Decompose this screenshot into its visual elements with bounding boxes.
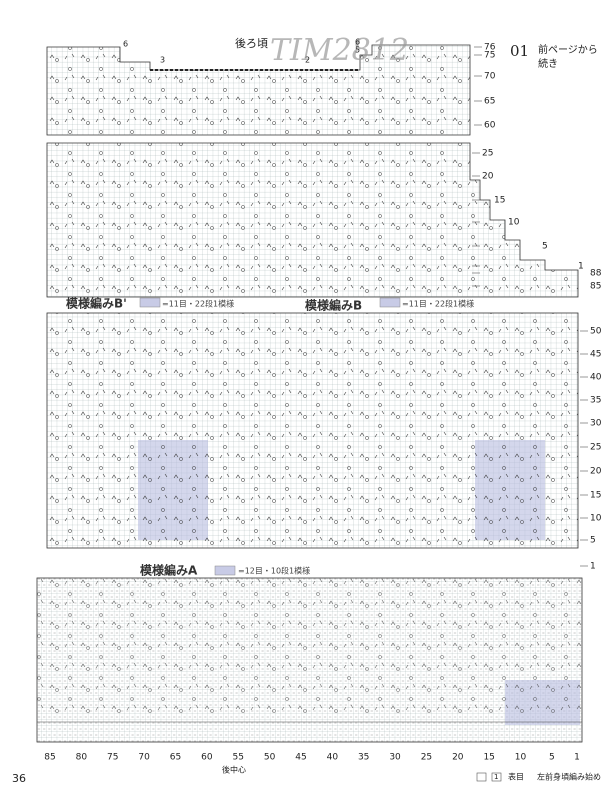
pattern-title: 模様編みA xyxy=(140,563,198,578)
row-number: 45 xyxy=(590,350,601,360)
pattern-repeat: =12目・10段1模様 xyxy=(238,566,310,576)
column-number: 55 xyxy=(232,753,243,763)
row-number: 25 xyxy=(482,149,493,159)
column-number: 45 xyxy=(295,753,306,763)
column-number: 60 xyxy=(201,753,213,763)
column-number: 85 xyxy=(44,753,55,763)
row-number: 5 xyxy=(542,242,548,252)
column-number: 25 xyxy=(421,753,432,763)
row-number: 85 xyxy=(590,282,601,292)
row-number: 35 xyxy=(590,396,601,406)
shaping-mark: 5 xyxy=(355,46,360,55)
column-number: 75 xyxy=(107,753,118,763)
column-number: 65 xyxy=(170,753,181,763)
chart-2 xyxy=(46,142,579,298)
shaping-mark: 3 xyxy=(160,56,165,65)
shaping-mark: 6 xyxy=(123,40,128,49)
column-number: 10 xyxy=(515,753,527,763)
row-number: 25 xyxy=(590,443,601,453)
column-number: 20 xyxy=(452,753,464,763)
row-number: 65 xyxy=(484,97,495,107)
column-number: 80 xyxy=(76,753,88,763)
note-line: 続き xyxy=(538,57,558,70)
pattern-title: 模様編みB xyxy=(305,298,362,313)
row-number: 15 xyxy=(494,196,505,206)
row-number: 60 xyxy=(484,121,496,131)
row-number: 88 xyxy=(590,269,602,279)
shaping-mark: 2 xyxy=(305,56,310,65)
page-number: 36 xyxy=(12,772,26,785)
section-number: 01 xyxy=(510,42,529,60)
row-number: 1 xyxy=(578,262,584,272)
row-number: 10 xyxy=(590,514,602,524)
start-note: 左前身頃編み始め xyxy=(537,772,601,782)
chart-label: 後ろ頃 xyxy=(235,36,268,50)
column-number: 40 xyxy=(327,753,339,763)
chart-3 xyxy=(46,297,579,549)
row-number: 20 xyxy=(590,467,602,477)
column-number: 1 xyxy=(574,753,580,763)
note-line: 前ページから xyxy=(538,43,598,56)
chart-1 xyxy=(46,44,471,136)
column-number: 35 xyxy=(358,753,369,763)
row-number: 76 xyxy=(484,43,496,53)
row-number: 15 xyxy=(590,491,601,501)
watermark: TIM2812 xyxy=(270,33,409,68)
shaping-mark: 6 xyxy=(355,38,360,47)
column-number: 5 xyxy=(549,753,555,763)
column-number: 30 xyxy=(389,753,401,763)
row-number: 50 xyxy=(590,327,602,337)
row-number: 40 xyxy=(590,373,602,383)
row-number: 70 xyxy=(484,72,496,82)
center-label: 後中心 xyxy=(222,765,246,775)
pattern-title: 模様編みB' xyxy=(66,296,127,311)
pattern-repeat: =11目・22段1模様 xyxy=(162,299,234,309)
row-number: 10 xyxy=(508,218,520,228)
column-number: 50 xyxy=(264,753,276,763)
pattern-repeat: =11目・22段1模様 xyxy=(402,299,474,309)
row-number: 5 xyxy=(590,536,596,546)
column-number: 70 xyxy=(138,753,150,763)
row-number: 75 xyxy=(484,51,495,61)
row-number: 1 xyxy=(590,562,596,572)
row-number: 20 xyxy=(482,172,494,182)
legend-box xyxy=(476,772,487,782)
chart-4 xyxy=(36,565,583,743)
legend-box xyxy=(491,772,502,782)
legend-symbol: 1 xyxy=(494,773,498,781)
column-number: 15 xyxy=(483,753,494,763)
legend-text: 表目 xyxy=(508,772,524,782)
row-number: 30 xyxy=(590,419,602,429)
